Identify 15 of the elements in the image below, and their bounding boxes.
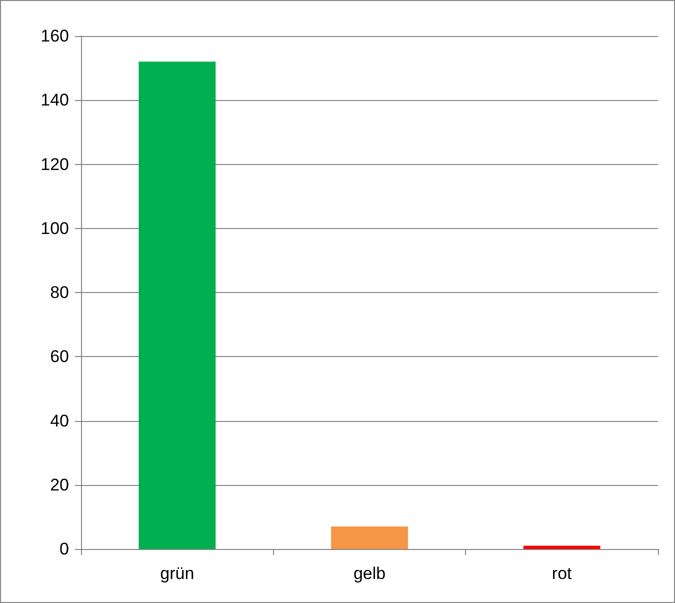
bar [331,526,408,549]
bar [138,62,216,549]
x-tick-label: grün [160,564,194,583]
y-tick-label: 20 [50,475,69,494]
y-tick-label: 80 [50,283,69,302]
y-tick-label: 0 [60,540,69,558]
bar [523,546,600,549]
x-tick-label: gelb [353,564,386,583]
y-tick-label: 120 [40,154,69,174]
x-tick-label: rot [552,564,572,583]
y-tick-label: 60 [50,347,69,366]
y-tick-label: 100 [40,218,69,238]
y-tick-label: 40 [50,411,69,430]
y-tick-label: 140 [40,90,69,110]
y-tick-label: 160 [40,26,69,46]
